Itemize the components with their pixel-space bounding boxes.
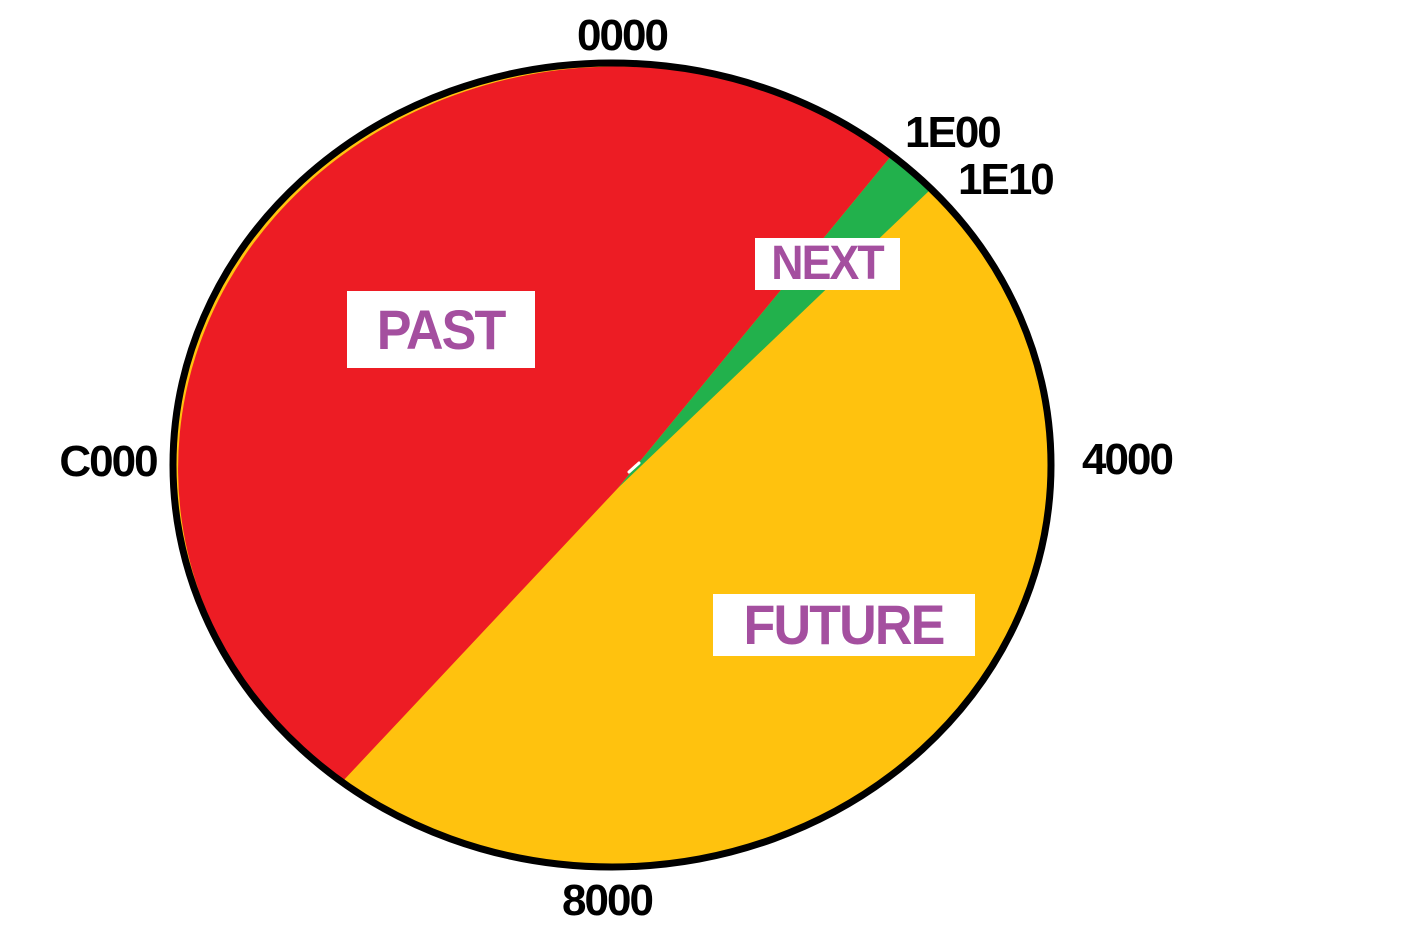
wheel-outline (169, 59, 1055, 871)
tick-label-c000: C000 (59, 437, 158, 486)
future-label: FUTURE (743, 593, 946, 656)
next-label: NEXT (771, 237, 885, 290)
future-label-box: FUTURE (713, 594, 975, 656)
tick-label-1e10: 1E10 (958, 155, 1055, 204)
eraser-artifact (627, 461, 641, 474)
tick-label-1e00: 1E00 (905, 108, 1002, 157)
next-label-box: NEXT (755, 238, 900, 290)
segment-past (178, 66, 892, 782)
past-label-box: PAST (347, 291, 535, 368)
tick-label-8000: 8000 (562, 876, 654, 925)
tick-label-4000: 4000 (1082, 435, 1174, 484)
past-label: PAST (377, 297, 506, 361)
tick-label-0000: 0000 (577, 11, 669, 60)
